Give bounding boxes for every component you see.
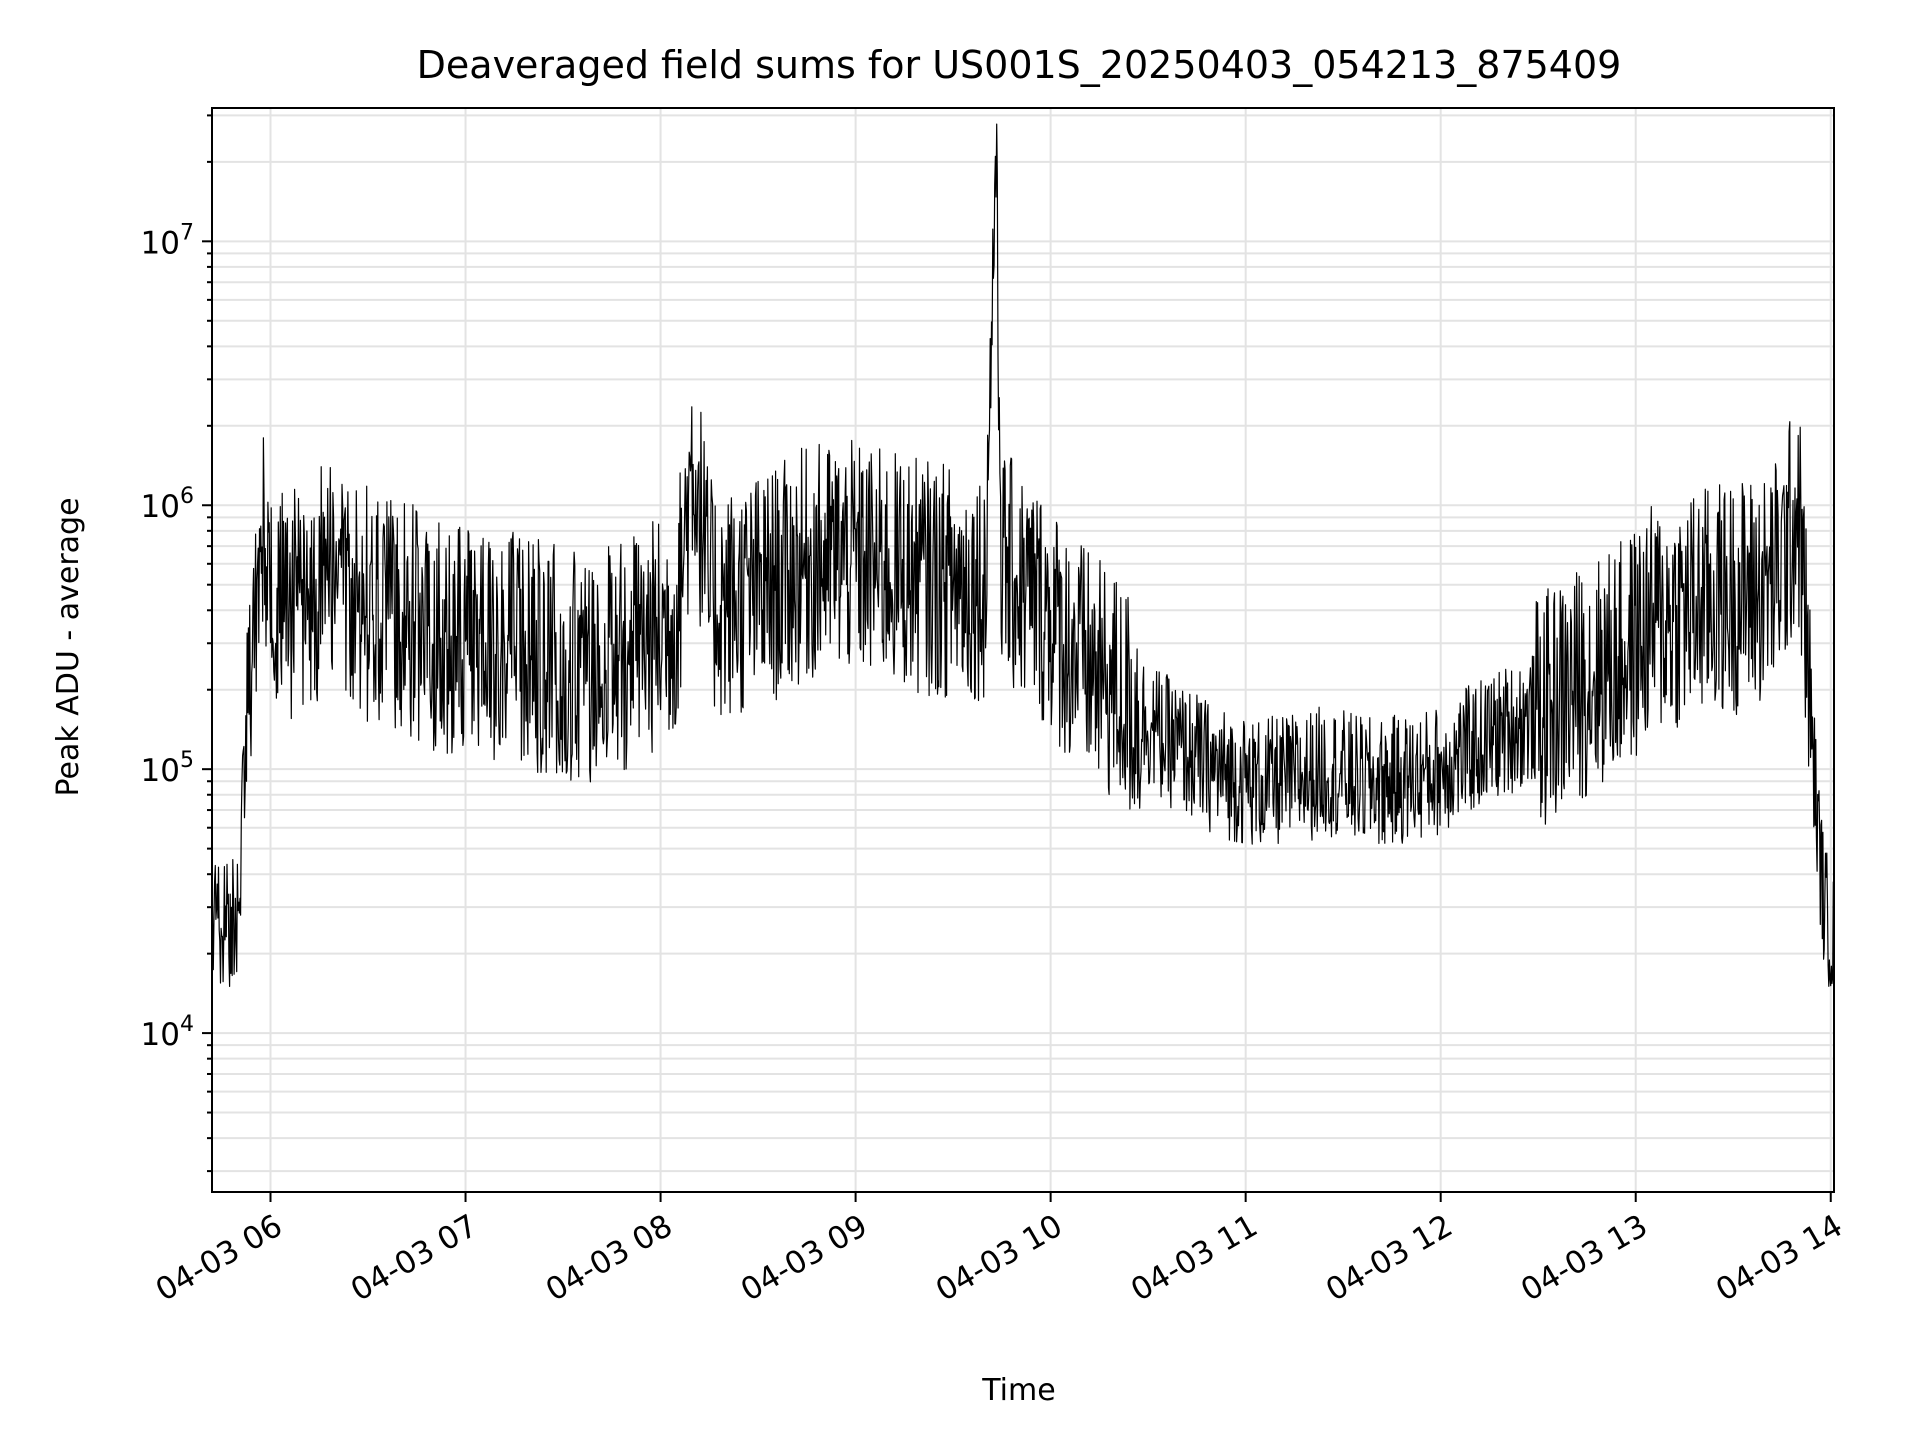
series-line — [211, 123, 1835, 987]
y-tick-label: 104 — [141, 1012, 194, 1053]
x-axis-label: Time — [981, 1373, 1055, 1408]
plot-frame — [211, 107, 1835, 1193]
y-tick-label: 105 — [141, 748, 194, 789]
y-tick-label: 107 — [141, 220, 194, 261]
y-tick-label: 106 — [141, 484, 194, 525]
line-layer — [211, 123, 1835, 987]
chart-title: Deaveraged field sums for US001S_2025040… — [417, 43, 1622, 87]
y-axis-label: Peak ADU - average — [51, 497, 86, 796]
